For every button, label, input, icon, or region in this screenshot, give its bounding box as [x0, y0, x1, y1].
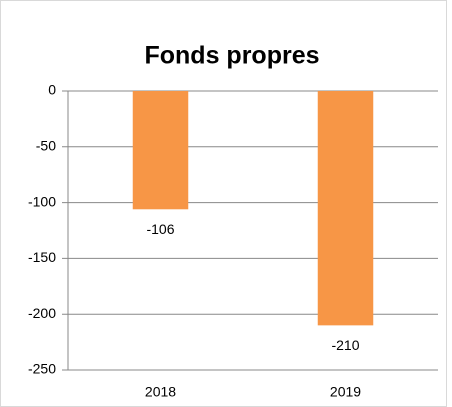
- bar: [132, 91, 189, 210]
- y-tick-label: 0: [48, 82, 56, 98]
- x-tick-label: 2019: [330, 384, 361, 400]
- bar: [317, 91, 374, 326]
- data-label: -106: [146, 221, 174, 237]
- y-tick-label: -250: [28, 361, 56, 377]
- y-tick-label: -200: [28, 305, 56, 321]
- data-label: -210: [331, 337, 359, 353]
- x-tick-label: 2018: [145, 384, 176, 400]
- chart-title: Fonds propres: [144, 42, 319, 70]
- y-tick-label: -150: [28, 249, 56, 265]
- y-tick-label: -50: [36, 138, 56, 154]
- y-tick-label: -100: [28, 193, 56, 209]
